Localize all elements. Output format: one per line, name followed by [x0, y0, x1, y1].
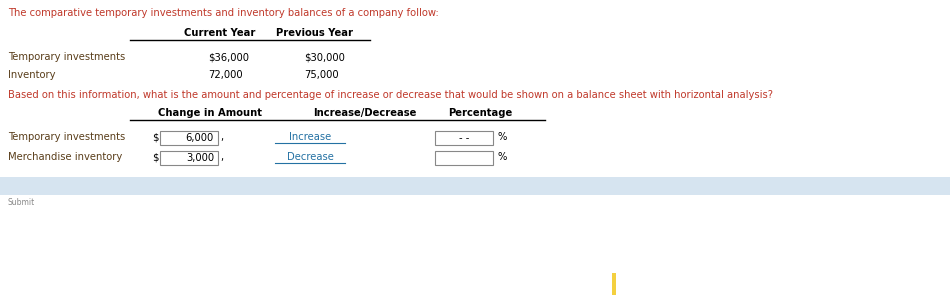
Text: ,: , — [220, 152, 223, 162]
Text: Based on this information, what is the amount and percentage of increase or decr: Based on this information, what is the a… — [8, 90, 773, 100]
Text: Current Year: Current Year — [184, 28, 256, 38]
Text: Previous Year: Previous Year — [276, 28, 353, 38]
FancyBboxPatch shape — [435, 131, 493, 145]
Text: %: % — [497, 132, 506, 142]
Text: Change in Amount: Change in Amount — [158, 108, 262, 118]
Text: Temporary investments: Temporary investments — [8, 52, 125, 62]
Text: Merchandise inventory: Merchandise inventory — [8, 152, 123, 162]
Text: 75,000: 75,000 — [304, 70, 338, 80]
FancyBboxPatch shape — [0, 177, 950, 195]
Text: Temporary investments: Temporary investments — [8, 132, 125, 142]
Text: - -: - - — [459, 133, 469, 143]
Text: Inventory: Inventory — [8, 70, 55, 80]
Text: Submit: Submit — [8, 198, 35, 207]
Text: ,: , — [220, 132, 223, 142]
FancyBboxPatch shape — [160, 151, 218, 165]
Text: 3,000: 3,000 — [186, 153, 214, 163]
Text: %: % — [497, 152, 506, 162]
Text: $36,000: $36,000 — [208, 52, 249, 62]
Text: 6,000: 6,000 — [186, 133, 214, 143]
Text: Increase/Decrease: Increase/Decrease — [314, 108, 417, 118]
FancyBboxPatch shape — [435, 151, 493, 165]
Text: 72,000: 72,000 — [208, 70, 242, 80]
FancyBboxPatch shape — [612, 273, 616, 295]
Text: $30,000: $30,000 — [304, 52, 345, 62]
Text: The comparative temporary investments and inventory balances of a company follow: The comparative temporary investments an… — [8, 8, 439, 18]
Text: Decrease: Decrease — [287, 152, 333, 162]
Text: $: $ — [152, 132, 159, 142]
FancyBboxPatch shape — [160, 131, 218, 145]
Text: Increase: Increase — [289, 132, 332, 142]
Text: $: $ — [152, 152, 159, 162]
Text: Percentage: Percentage — [447, 108, 512, 118]
